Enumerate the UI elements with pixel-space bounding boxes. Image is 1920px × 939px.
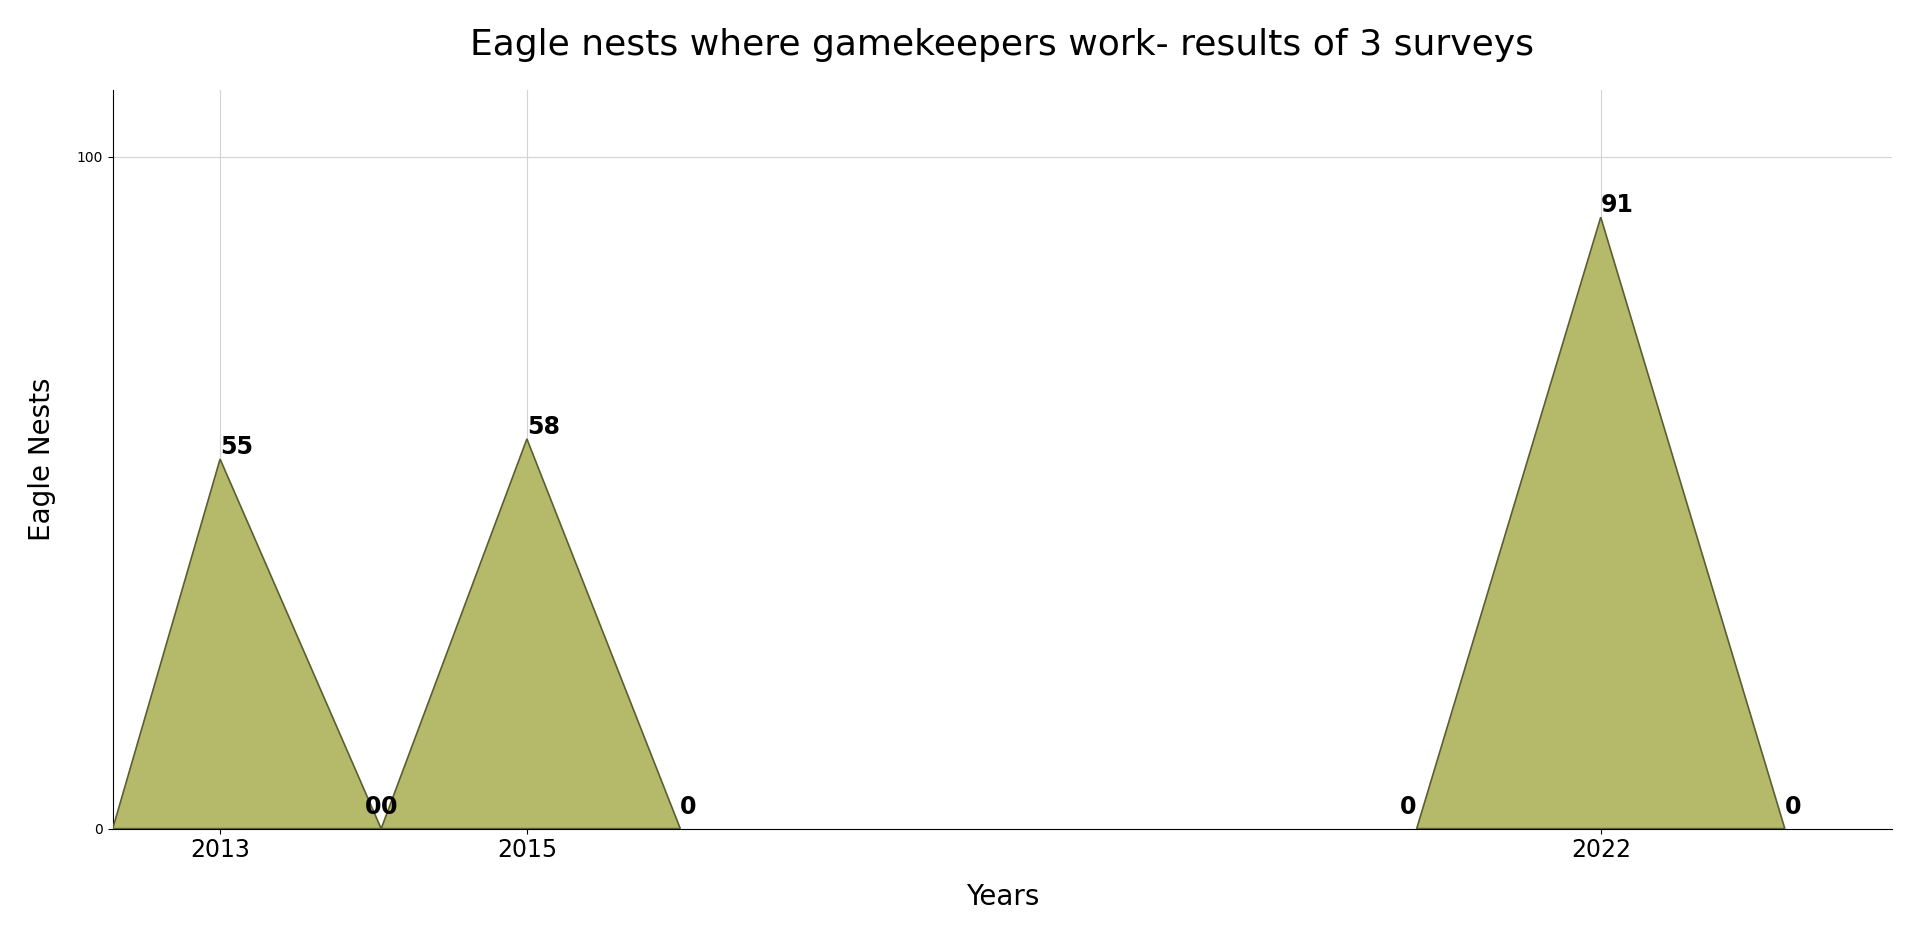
Text: 0: 0	[680, 794, 697, 819]
Text: 55: 55	[221, 435, 253, 459]
Text: 0: 0	[382, 794, 397, 819]
Text: 91: 91	[1601, 193, 1634, 217]
Text: 0: 0	[1786, 794, 1801, 819]
Text: 0: 0	[1400, 794, 1417, 819]
Title: Eagle nests where gamekeepers work- results of 3 surveys: Eagle nests where gamekeepers work- resu…	[470, 28, 1534, 62]
Polygon shape	[382, 439, 680, 828]
Y-axis label: Eagle Nests: Eagle Nests	[27, 377, 56, 541]
Polygon shape	[113, 459, 382, 828]
Polygon shape	[1417, 217, 1786, 828]
Text: 58: 58	[526, 415, 561, 439]
X-axis label: Years: Years	[966, 884, 1039, 911]
Text: 0: 0	[365, 794, 382, 819]
